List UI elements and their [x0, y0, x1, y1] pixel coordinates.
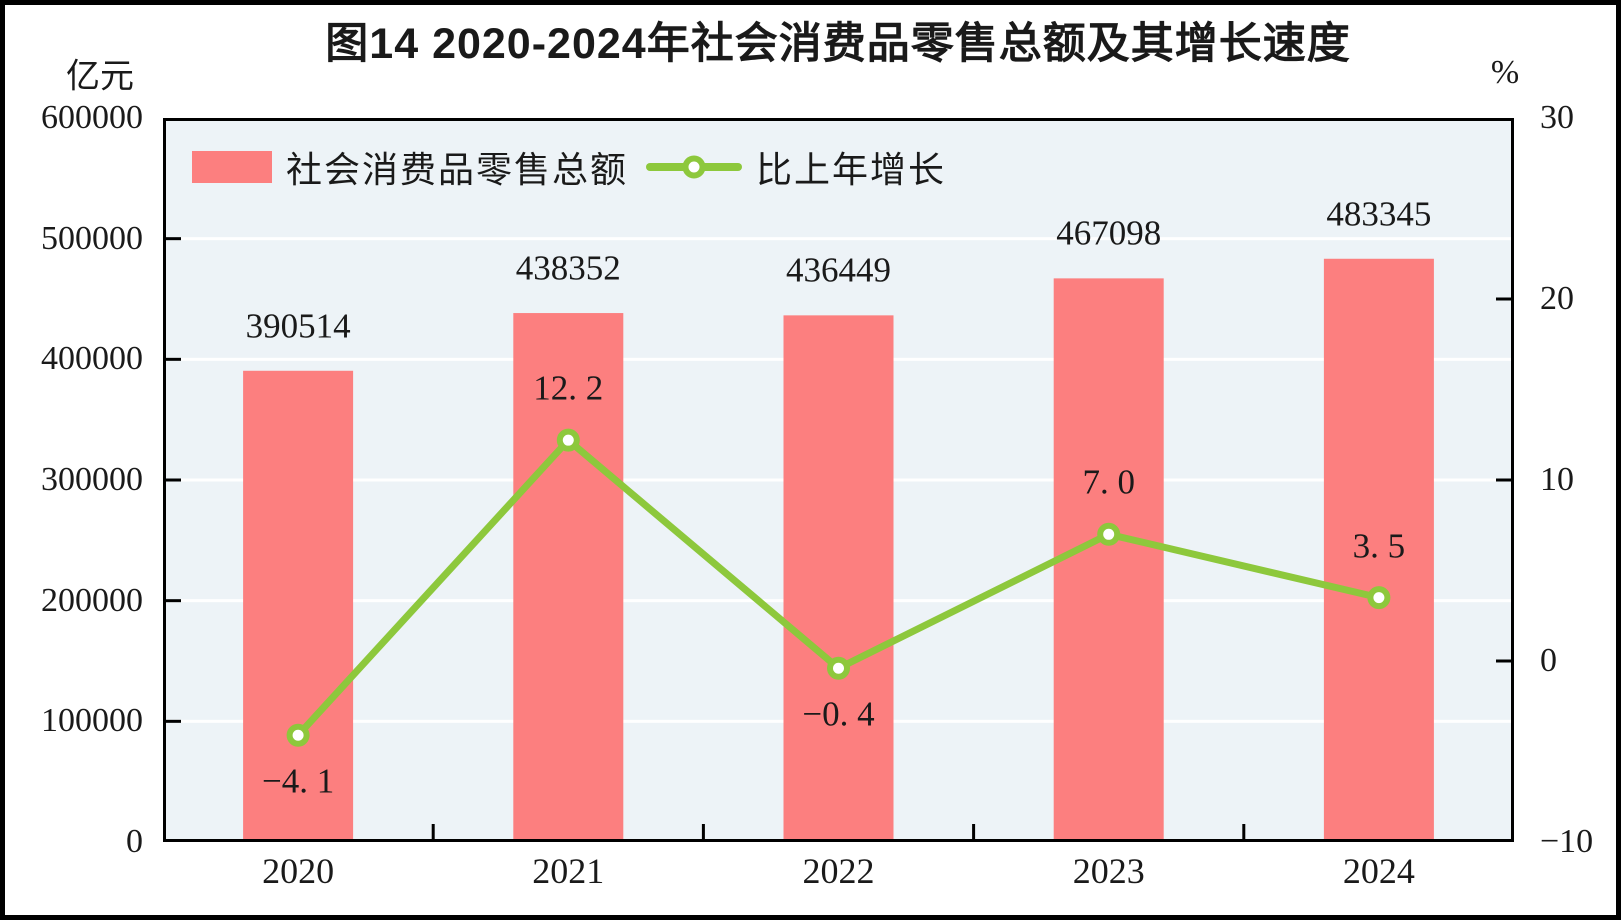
- left-axis-tick: [166, 237, 181, 241]
- bar-2020: [243, 370, 354, 842]
- legend-bar-label: 社会消费品零售总额: [286, 149, 629, 190]
- x-axis-tick: [1242, 824, 1246, 839]
- x-axis-label-2022: 2022: [802, 851, 875, 891]
- right-axis-unit-label: %: [1490, 54, 1520, 91]
- growth-value-label: −4. 1: [261, 761, 335, 801]
- x-axis-label-2021: 2021: [532, 851, 605, 891]
- left-axis-tick-label: 200000: [41, 581, 143, 619]
- x-axis-label-2024: 2024: [1342, 851, 1415, 891]
- line-marker-2021: [556, 428, 580, 452]
- left-axis-tick-label: 0: [126, 823, 143, 860]
- left-axis-tick: [166, 478, 181, 482]
- left-axis-tick-label: 100000: [41, 702, 143, 740]
- legend: 社会消费品零售总额 比上年增长: [192, 149, 946, 190]
- left-axis-tick: [166, 719, 181, 723]
- bar-value-label: 438352: [515, 248, 621, 288]
- left-axis-tick: [166, 599, 181, 603]
- chart-title: 图14 2020-2024年社会消费品零售总额及其增长速度: [325, 20, 1351, 68]
- bar-2023: [1053, 278, 1164, 842]
- right-axis-tick: [1496, 659, 1511, 663]
- right-axis-tick-label: 20: [1540, 280, 1574, 317]
- legend-line-label: 比上年增长: [756, 149, 947, 190]
- gridline: [166, 237, 1511, 241]
- bar-2022: [783, 315, 894, 842]
- left-axis-unit-label: 亿元: [66, 57, 134, 96]
- x-axis-tick: [701, 824, 705, 839]
- right-axis-tick: [1496, 478, 1511, 482]
- left-axis-tick-label: 400000: [41, 340, 143, 378]
- legend-bar-swatch: [192, 151, 272, 183]
- right-axis-tick-label: 10: [1540, 461, 1574, 498]
- bar-2021: [513, 313, 624, 842]
- plot-area: [163, 118, 1514, 843]
- growth-value-label: 3. 5: [1352, 526, 1406, 566]
- x-axis-label-2020: 2020: [262, 851, 335, 891]
- x-axis-label-2023: 2023: [1072, 851, 1145, 891]
- bar-value-label: 483345: [1326, 194, 1432, 234]
- right-axis-tick-label: 30: [1540, 99, 1574, 136]
- line-marker-2024: [1367, 586, 1391, 610]
- right-axis-tick-label: 0: [1540, 642, 1557, 679]
- right-axis-tick-label: −10: [1540, 823, 1594, 860]
- legend-line-marker-icon: [646, 155, 743, 179]
- x-axis-tick: [972, 824, 976, 839]
- plot-frame: [163, 118, 1514, 842]
- x-axis-tick: [431, 824, 435, 839]
- left-axis-tick-label: 300000: [41, 461, 143, 498]
- line-marker-2022: [827, 656, 850, 680]
- bar-value-label: 436449: [786, 250, 891, 290]
- bar-value-label: 467098: [1056, 213, 1162, 253]
- bar-2024: [1323, 258, 1434, 843]
- line-marker-2020: [286, 723, 310, 747]
- right-axis-tick: [1496, 297, 1511, 301]
- line-marker-2023: [1097, 522, 1121, 546]
- left-axis-tick-label: 600000: [41, 99, 143, 136]
- left-axis-tick: [166, 357, 181, 361]
- growth-value-label: 12. 2: [533, 368, 604, 408]
- left-axis-tick-label: 500000: [41, 219, 143, 257]
- growth-value-label: 7. 0: [1082, 462, 1135, 502]
- growth-value-label: −0. 4: [802, 694, 875, 734]
- bar-value-label: 390514: [245, 306, 351, 346]
